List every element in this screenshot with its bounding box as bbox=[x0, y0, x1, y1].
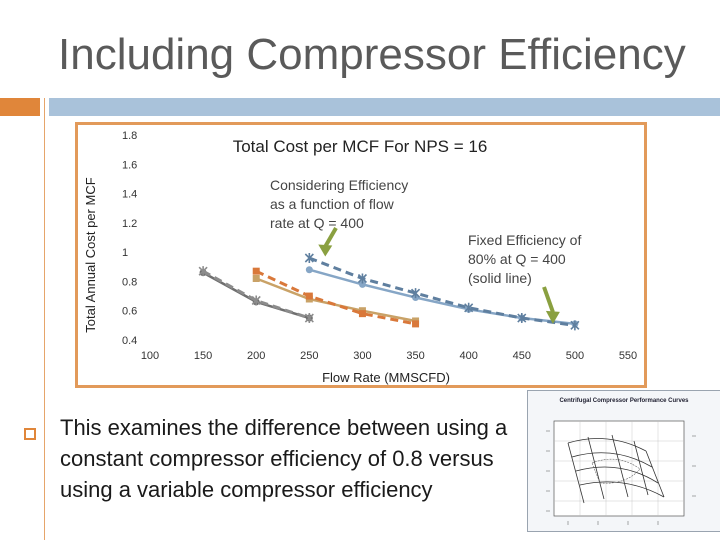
y-tick-label: 0.6 bbox=[122, 306, 137, 318]
annotation-fixed-text: 80% at Q = 400 bbox=[468, 251, 566, 267]
annotation-variable-text: as a function of flow bbox=[270, 196, 395, 212]
data-point bbox=[198, 266, 208, 277]
data-point bbox=[517, 313, 527, 324]
x-tick-label: 300 bbox=[353, 350, 371, 362]
x-tick-label: 100 bbox=[141, 350, 159, 362]
data-point bbox=[251, 295, 261, 306]
series-line-2 bbox=[202, 269, 310, 320]
y-tick-label: 0.8 bbox=[122, 276, 137, 288]
data-point bbox=[305, 266, 313, 274]
annotation-variable-text: rate at Q = 400 bbox=[270, 215, 364, 231]
x-tick-label: 550 bbox=[619, 350, 637, 362]
data-point bbox=[570, 320, 580, 331]
x-tick-label: 250 bbox=[300, 350, 318, 362]
y-tick-label: 1 bbox=[122, 247, 128, 259]
data-point bbox=[304, 253, 314, 263]
annotation-fixed-arrowhead bbox=[545, 310, 560, 324]
annotation-fixed-arrow bbox=[542, 286, 555, 313]
annotation-variable-arrow bbox=[323, 226, 338, 248]
x-tick-label: 400 bbox=[459, 350, 477, 362]
y-axis-label: Total Annual Cost per MCF bbox=[83, 177, 98, 332]
data-point bbox=[305, 292, 313, 300]
x-tick-label: 200 bbox=[247, 350, 265, 362]
bullet-icon bbox=[24, 428, 36, 440]
y-tick-label: 1.2 bbox=[122, 218, 137, 230]
data-point bbox=[464, 302, 474, 313]
data-point bbox=[252, 275, 260, 282]
y-tick-label: 1.4 bbox=[122, 189, 137, 201]
y-tick-label: 1.6 bbox=[122, 159, 137, 171]
series-line-4 bbox=[255, 269, 416, 326]
accent-bar-orange bbox=[0, 98, 40, 116]
x-tick-label: 500 bbox=[566, 350, 584, 362]
data-point bbox=[412, 320, 420, 328]
series-line-6 bbox=[308, 256, 576, 327]
annotation-fixed-text: (solid line) bbox=[468, 270, 532, 286]
annotation-fixed-text: Fixed Efficiency of bbox=[468, 232, 581, 248]
data-point bbox=[252, 267, 260, 275]
accent-bar-blue bbox=[49, 98, 720, 116]
x-tick-label: 450 bbox=[513, 350, 531, 362]
slide-title: Including Compressor Efficiency bbox=[58, 30, 686, 79]
x-tick-label: 150 bbox=[194, 350, 212, 362]
thumbnail-title: Centrifugal Compressor Performance Curve… bbox=[559, 398, 689, 404]
y-tick-label: 0.4 bbox=[122, 335, 137, 347]
bullet-text: This examines the difference between usi… bbox=[60, 415, 508, 502]
series-line-3 bbox=[255, 277, 416, 323]
data-point bbox=[358, 280, 366, 288]
annotation-variable-arrowhead bbox=[318, 244, 333, 257]
cost-chart: Total Cost per MCF For NPS = 16 0.4 0.6 0.8… bbox=[83, 130, 637, 385]
annotation-variable-text: Considering Efficiency bbox=[270, 177, 408, 193]
compressor-curves-image: Centrifugal Compressor Performance Curve… bbox=[527, 390, 720, 532]
x-axis-label: Flow Rate (MMSCFD) bbox=[322, 370, 450, 385]
left-rule bbox=[44, 98, 45, 540]
x-tick-label: 350 bbox=[406, 350, 424, 362]
series-line-5 bbox=[308, 268, 576, 326]
y-tick-label: 1.8 bbox=[122, 130, 137, 142]
chart-title: Total Cost per MCF For NPS = 16 bbox=[233, 137, 488, 156]
data-point bbox=[358, 310, 366, 318]
data-point bbox=[410, 288, 421, 299]
data-point bbox=[357, 273, 368, 284]
data-point bbox=[304, 313, 314, 324]
chart-frame bbox=[75, 122, 647, 388]
